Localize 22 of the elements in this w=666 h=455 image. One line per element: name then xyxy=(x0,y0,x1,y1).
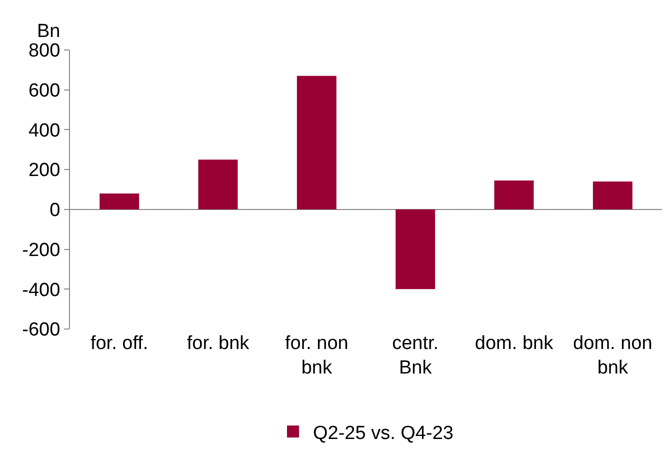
bar xyxy=(198,160,238,210)
x-tick-label: dom. non bnk xyxy=(573,333,652,379)
legend-label: Q2-25 vs. Q4-23 xyxy=(313,422,454,444)
x-tick-label: for. non bnk xyxy=(284,333,348,379)
x-tick-label: centr. Bnk xyxy=(392,333,439,379)
x-tick-label: for. off. xyxy=(90,333,148,354)
y-tick-label: -400 xyxy=(22,280,60,301)
x-tick-label: for. bnk xyxy=(186,333,250,354)
y-tick-label: -200 xyxy=(22,240,60,261)
x-tick-label: dom. bnk xyxy=(474,333,554,354)
y-tick-label: 800 xyxy=(28,40,60,62)
bar xyxy=(494,180,534,210)
y-tick-label: -600 xyxy=(22,320,60,341)
bar xyxy=(100,193,140,210)
bar xyxy=(592,182,632,210)
bar xyxy=(396,209,436,290)
y-tick-label: 400 xyxy=(28,120,60,142)
y-axis-title: Bn xyxy=(37,21,60,42)
y-tick-label: 600 xyxy=(28,80,60,102)
y-tick-label: 200 xyxy=(28,160,60,182)
bar xyxy=(296,76,336,210)
y-tick-label: 0 xyxy=(50,200,60,222)
